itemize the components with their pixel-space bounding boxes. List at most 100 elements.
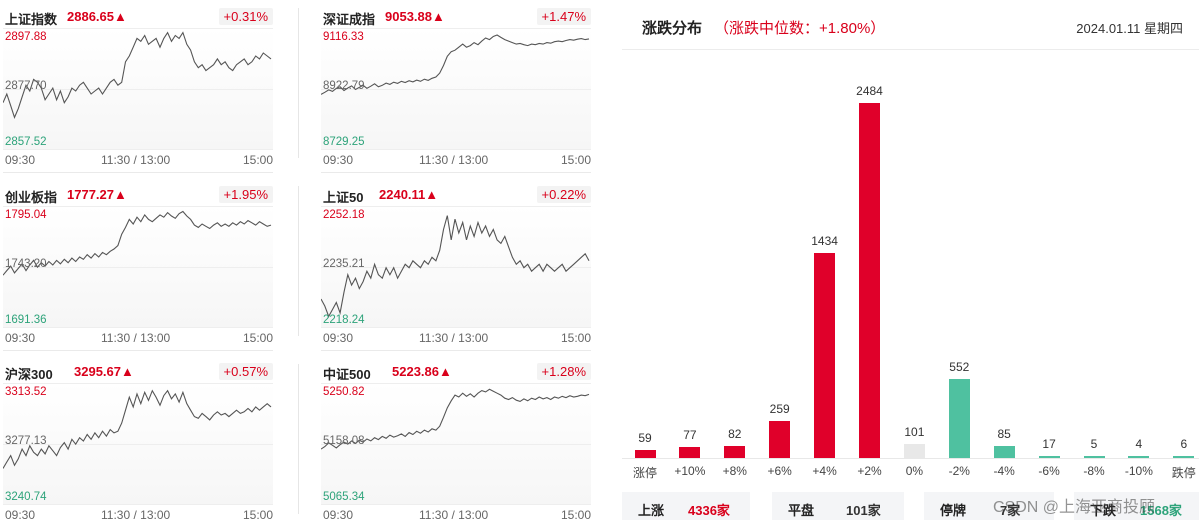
- time-end: 15:00: [560, 508, 591, 522]
- bar-value-label: 77: [683, 427, 697, 442]
- mid-label: 3277.13: [5, 435, 47, 447]
- bar-category-label: 0%: [905, 464, 924, 478]
- summary-value: 7家: [1000, 503, 1021, 518]
- index-price: 5223.86▲: [392, 364, 452, 379]
- intraday-chart: 5250.82 5158.08 5065.34: [321, 383, 591, 505]
- low-label: 8729.25: [323, 136, 365, 148]
- up-arrow-icon: ▲: [121, 364, 134, 379]
- bar-category-label: +4%: [812, 464, 837, 478]
- high-label: 2897.88: [5, 31, 47, 43]
- bar-value-label: 17: [1042, 436, 1056, 451]
- bar-category-label: +10%: [674, 464, 706, 478]
- gridline: [321, 206, 591, 207]
- bar-value-label: 82: [728, 427, 742, 442]
- index-name: 创业板指: [5, 190, 58, 205]
- gridline: [3, 327, 273, 328]
- summary-value: 1568家: [1140, 503, 1182, 518]
- mid-label: 1743.20: [5, 258, 47, 270]
- up-arrow-icon: ▲: [114, 187, 127, 202]
- column-divider: [298, 364, 299, 514]
- price-line: [321, 388, 590, 450]
- card-divider: [3, 350, 273, 351]
- intraday-chart: 3313.52 3277.13 3240.74: [3, 383, 273, 505]
- bar-1: [679, 446, 701, 458]
- index-price: 1777.27▲: [67, 187, 127, 202]
- watermark: CSDN @上海亚商投顾: [993, 499, 1156, 516]
- time-mid: 11:30 / 13:00: [101, 508, 171, 522]
- summary-label: 停牌: [940, 503, 967, 518]
- gridline: [3, 89, 273, 90]
- index-name: 深证成指: [323, 12, 376, 27]
- summary-label: 平盘: [788, 503, 815, 518]
- index-price: 3295.67▲: [74, 364, 134, 379]
- median-subtitle: （涨跌中位数：+1.80%）: [714, 20, 886, 37]
- time-start: 09:30: [323, 153, 354, 167]
- low-label: 1691.36: [5, 314, 47, 326]
- change-badge: +1.47%: [536, 8, 591, 25]
- bar-value-label: 85: [997, 426, 1011, 441]
- index-card-szse-component[interactable]: 深证成指 9053.88▲ +1.47% 9116.33 8922.79 872…: [321, 0, 591, 173]
- time-end: 15:00: [560, 153, 591, 167]
- bar-6: [903, 443, 925, 458]
- chart-baseline: [622, 458, 1199, 459]
- bar-category-label: -10%: [1124, 464, 1153, 478]
- gridline: [321, 327, 591, 328]
- summary-item-0: 上涨 4336家: [622, 492, 750, 520]
- index-card-chinext[interactable]: 创业板指 1777.27▲ +1.95% 1795.04 1743.20 169…: [3, 178, 273, 351]
- index-name: 上证指数: [5, 12, 58, 27]
- time-end: 15:00: [242, 153, 273, 167]
- bar-11: [1128, 456, 1150, 458]
- gridline: [3, 267, 273, 268]
- card-header: 创业板指 1777.27▲ +1.95%: [3, 178, 273, 205]
- bar-9: [1038, 455, 1060, 458]
- bar-value-label: 4: [1135, 437, 1143, 451]
- gridline: [3, 444, 273, 445]
- time-start: 09:30: [323, 331, 354, 345]
- time-mid: 11:30 / 13:00: [419, 331, 489, 345]
- index-price: 2886.65▲: [67, 9, 127, 24]
- mid-label: 2235.21: [323, 258, 365, 270]
- series-line: [321, 388, 590, 450]
- mid-label: 8922.79: [323, 80, 365, 92]
- index-price: 9053.88▲: [385, 9, 445, 24]
- bar-value-label: 2484: [856, 84, 883, 98]
- column-divider: [298, 186, 299, 336]
- index-card-sse-composite[interactable]: 上证指数 2886.65▲ +0.31% 2897.88 2877.70 285…: [3, 0, 273, 173]
- bar-8: [993, 445, 1015, 458]
- series-line: [3, 31, 272, 119]
- bar-category-label: 涨停: [632, 466, 657, 480]
- change-badge: +0.22%: [536, 186, 591, 203]
- intraday-chart: 9116.33 8922.79 8729.25: [321, 28, 591, 150]
- summary-label: 下跌: [1090, 503, 1117, 518]
- index-card-csi-500[interactable]: 中证500 5223.86▲ +1.28% 5250.82 5158.08 50…: [321, 355, 591, 527]
- time-axis: 09:30 11:30 / 13:00 15:00: [3, 153, 273, 167]
- index-card-csi-300[interactable]: 沪深300 3295.67▲ +0.57% 3313.52 3277.13 32…: [3, 355, 273, 527]
- high-label: 9116.33: [323, 31, 364, 43]
- bar-0: [634, 449, 656, 458]
- low-label: 2857.52: [5, 136, 47, 148]
- card-divider: [321, 350, 591, 351]
- bar-category-label: -6%: [1038, 464, 1060, 478]
- low-label: 3240.74: [5, 491, 47, 503]
- card-divider: [3, 172, 273, 173]
- gridline: [321, 89, 591, 90]
- card-header: 深证成指 9053.88▲ +1.47%: [321, 0, 591, 27]
- gridline: [3, 28, 273, 29]
- summary-item-1: 平盘 101家: [772, 492, 904, 520]
- time-mid: 11:30 / 13:00: [101, 331, 171, 345]
- high-label: 2252.18: [323, 209, 365, 221]
- summary-label: 上涨: [638, 503, 665, 518]
- summary-item-3: 下跌 1568家: [1074, 492, 1199, 520]
- index-card-sse-50[interactable]: 上证50 2240.11▲ +0.22% 2252.18 2235.21 221…: [321, 178, 591, 351]
- price-line: [321, 34, 590, 95]
- time-axis: 09:30 11:30 / 13:00 15:00: [3, 331, 273, 345]
- price-line: [3, 210, 272, 276]
- bar-category-label: -2%: [948, 464, 970, 478]
- bar-category-label: +8%: [722, 464, 747, 478]
- index-name: 上证50: [323, 190, 364, 205]
- up-arrow-icon: ▲: [114, 9, 127, 24]
- price-line: [3, 389, 272, 469]
- bar-category-label: 跌停: [1171, 466, 1196, 480]
- summary-value: 101家: [846, 503, 881, 518]
- up-arrow-icon: ▲: [432, 9, 445, 24]
